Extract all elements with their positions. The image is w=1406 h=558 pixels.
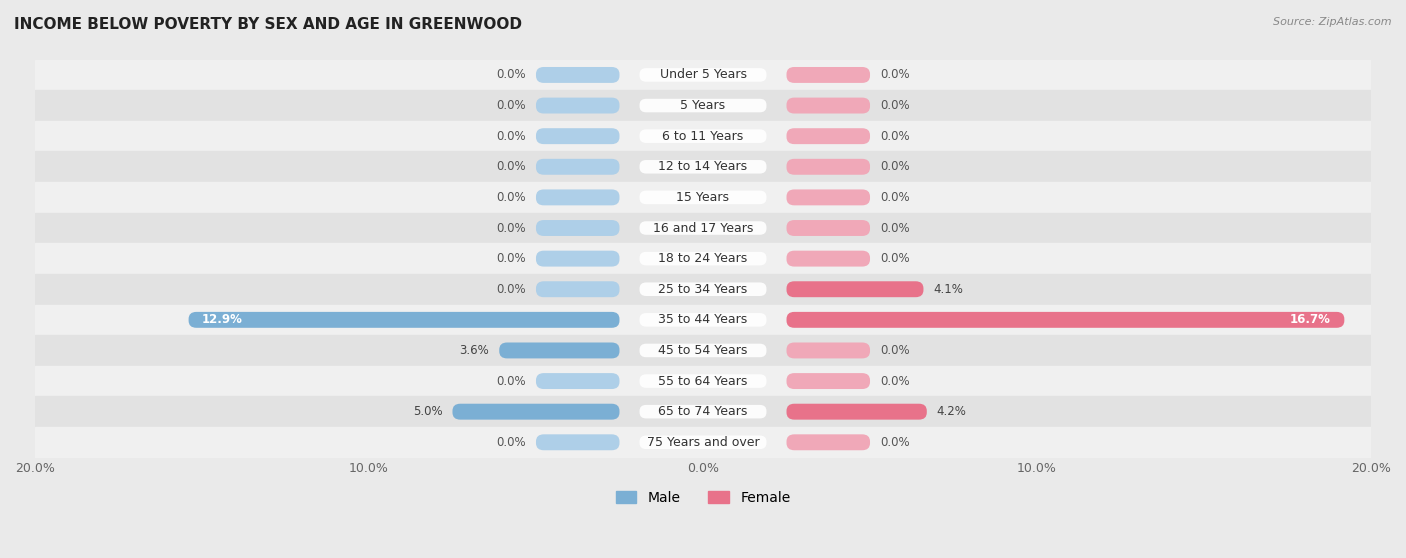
- Text: 45 to 54 Years: 45 to 54 Years: [658, 344, 748, 357]
- Bar: [35, 396, 1371, 427]
- Text: Source: ZipAtlas.com: Source: ZipAtlas.com: [1274, 17, 1392, 27]
- Bar: [35, 151, 1371, 182]
- Text: 0.0%: 0.0%: [496, 222, 526, 234]
- Text: 0.0%: 0.0%: [496, 436, 526, 449]
- Bar: [35, 305, 1371, 335]
- FancyBboxPatch shape: [536, 98, 620, 113]
- Text: 75 Years and over: 75 Years and over: [647, 436, 759, 449]
- Text: 0.0%: 0.0%: [880, 222, 910, 234]
- Text: 0.0%: 0.0%: [880, 191, 910, 204]
- FancyBboxPatch shape: [536, 128, 620, 144]
- Text: 0.0%: 0.0%: [880, 252, 910, 265]
- Text: 55 to 64 Years: 55 to 64 Years: [658, 374, 748, 388]
- Text: 0.0%: 0.0%: [496, 69, 526, 81]
- Text: 0.0%: 0.0%: [880, 99, 910, 112]
- Text: 0.0%: 0.0%: [880, 436, 910, 449]
- Text: 25 to 34 Years: 25 to 34 Years: [658, 283, 748, 296]
- FancyBboxPatch shape: [786, 281, 924, 297]
- FancyBboxPatch shape: [536, 434, 620, 450]
- Bar: [35, 427, 1371, 458]
- FancyBboxPatch shape: [786, 98, 870, 113]
- Text: 6 to 11 Years: 6 to 11 Years: [662, 129, 744, 143]
- FancyBboxPatch shape: [536, 251, 620, 267]
- Text: 5.0%: 5.0%: [413, 405, 443, 418]
- FancyBboxPatch shape: [536, 220, 620, 236]
- FancyBboxPatch shape: [536, 281, 620, 297]
- Text: 0.0%: 0.0%: [496, 129, 526, 143]
- FancyBboxPatch shape: [786, 189, 870, 205]
- FancyBboxPatch shape: [786, 251, 870, 267]
- FancyBboxPatch shape: [536, 189, 620, 205]
- FancyBboxPatch shape: [640, 405, 766, 418]
- Text: 3.6%: 3.6%: [460, 344, 489, 357]
- Text: 0.0%: 0.0%: [880, 160, 910, 174]
- Bar: [35, 365, 1371, 396]
- Text: 65 to 74 Years: 65 to 74 Years: [658, 405, 748, 418]
- Text: 0.0%: 0.0%: [880, 374, 910, 388]
- Bar: [35, 274, 1371, 305]
- Text: 4.1%: 4.1%: [934, 283, 963, 296]
- FancyBboxPatch shape: [188, 312, 620, 328]
- Text: 0.0%: 0.0%: [496, 99, 526, 112]
- FancyBboxPatch shape: [640, 221, 766, 235]
- Text: 0.0%: 0.0%: [880, 344, 910, 357]
- FancyBboxPatch shape: [786, 159, 870, 175]
- Text: 12 to 14 Years: 12 to 14 Years: [658, 160, 748, 174]
- FancyBboxPatch shape: [786, 404, 927, 420]
- Text: 16.7%: 16.7%: [1291, 314, 1331, 326]
- Text: 0.0%: 0.0%: [880, 129, 910, 143]
- FancyBboxPatch shape: [786, 312, 1344, 328]
- FancyBboxPatch shape: [786, 128, 870, 144]
- FancyBboxPatch shape: [536, 159, 620, 175]
- Legend: Male, Female: Male, Female: [610, 485, 796, 511]
- FancyBboxPatch shape: [786, 343, 870, 358]
- Bar: [35, 60, 1371, 90]
- FancyBboxPatch shape: [536, 373, 620, 389]
- FancyBboxPatch shape: [499, 343, 620, 358]
- Text: 4.2%: 4.2%: [936, 405, 967, 418]
- FancyBboxPatch shape: [640, 68, 766, 81]
- Text: 0.0%: 0.0%: [496, 374, 526, 388]
- Bar: [35, 213, 1371, 243]
- FancyBboxPatch shape: [786, 434, 870, 450]
- FancyBboxPatch shape: [640, 282, 766, 296]
- FancyBboxPatch shape: [453, 404, 620, 420]
- Bar: [35, 182, 1371, 213]
- Text: 0.0%: 0.0%: [496, 160, 526, 174]
- FancyBboxPatch shape: [640, 313, 766, 326]
- FancyBboxPatch shape: [640, 252, 766, 266]
- Text: 15 Years: 15 Years: [676, 191, 730, 204]
- FancyBboxPatch shape: [786, 67, 870, 83]
- FancyBboxPatch shape: [640, 160, 766, 174]
- Text: 12.9%: 12.9%: [202, 314, 243, 326]
- Text: Under 5 Years: Under 5 Years: [659, 69, 747, 81]
- Text: 0.0%: 0.0%: [496, 283, 526, 296]
- FancyBboxPatch shape: [536, 67, 620, 83]
- FancyBboxPatch shape: [640, 344, 766, 357]
- Text: 35 to 44 Years: 35 to 44 Years: [658, 314, 748, 326]
- FancyBboxPatch shape: [786, 220, 870, 236]
- FancyBboxPatch shape: [640, 99, 766, 112]
- Bar: [35, 90, 1371, 121]
- Text: 0.0%: 0.0%: [496, 252, 526, 265]
- Bar: [35, 335, 1371, 365]
- Text: 18 to 24 Years: 18 to 24 Years: [658, 252, 748, 265]
- Text: 16 and 17 Years: 16 and 17 Years: [652, 222, 754, 234]
- Text: INCOME BELOW POVERTY BY SEX AND AGE IN GREENWOOD: INCOME BELOW POVERTY BY SEX AND AGE IN G…: [14, 17, 522, 32]
- Text: 0.0%: 0.0%: [880, 69, 910, 81]
- Text: 5 Years: 5 Years: [681, 99, 725, 112]
- Text: 0.0%: 0.0%: [496, 191, 526, 204]
- FancyBboxPatch shape: [640, 374, 766, 388]
- Bar: [35, 121, 1371, 151]
- FancyBboxPatch shape: [640, 129, 766, 143]
- FancyBboxPatch shape: [640, 436, 766, 449]
- Bar: [35, 243, 1371, 274]
- FancyBboxPatch shape: [640, 191, 766, 204]
- FancyBboxPatch shape: [786, 373, 870, 389]
